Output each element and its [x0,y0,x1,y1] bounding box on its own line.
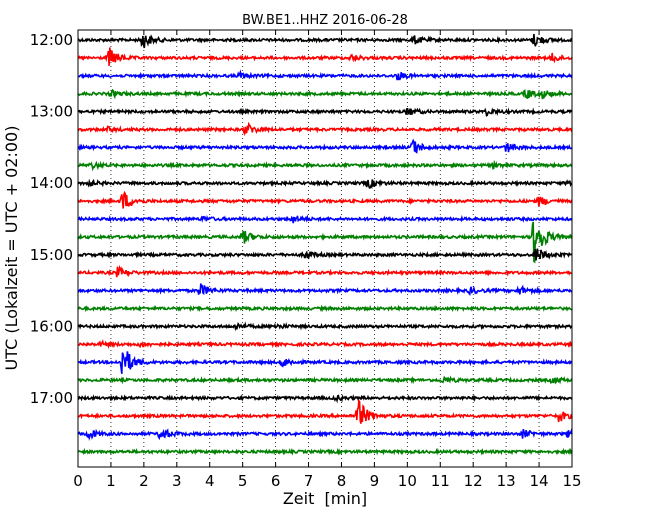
x-tick-label: 13 [497,472,516,490]
plot-frame [77,29,573,468]
seismic-trace [77,69,573,81]
seismic-traces [77,33,573,456]
seismic-trace [77,398,573,424]
x-tick-label: 0 [73,472,83,490]
x-tick-label: 9 [370,472,380,490]
seismic-trace [77,351,573,374]
x-tick-label: 5 [238,472,248,490]
seismic-trace [77,107,573,117]
seismic-trace [77,178,573,190]
y-tick-label: 12:00 [30,31,73,49]
x-tick-label: 12 [464,472,483,490]
seismic-trace [77,190,573,209]
x-axis-label: Zeit [min] [283,489,367,508]
y-tick-label: 16:00 [30,317,73,335]
x-tick-label: 1 [106,472,116,490]
seismic-trace [77,283,573,296]
x-tick-label: 10 [398,472,417,490]
seismic-trace [77,248,573,261]
seismic-trace [77,47,573,66]
seismic-trace [77,447,573,456]
x-tick-label: 2 [139,472,149,490]
seismic-trace [77,33,573,49]
x-tick-label: 7 [304,472,314,490]
vertical-grid [110,30,540,467]
x-tick-label: 14 [530,472,549,490]
seismic-trace [77,428,573,442]
x-tick-label: 6 [271,472,281,490]
y-axis-label: UTC (Lokalzeit = UTC + 02:00) [2,126,21,371]
seismic-trace [77,375,573,385]
seismic-trace [77,321,573,332]
y-tick-label: 13:00 [30,103,73,121]
seismic-trace [77,214,573,224]
seismic-trace [77,138,573,154]
seismic-trace [77,88,573,100]
x-tick-label: 8 [337,472,347,490]
seismic-trace [77,264,573,278]
y-tick-label: 14:00 [30,174,73,192]
x-tick-label: 3 [172,472,182,490]
seismic-trace [77,304,572,313]
x-tick-label: 15 [562,472,581,490]
seismic-trace [77,121,573,137]
seismic-trace [77,221,573,264]
x-tick-label: 11 [431,472,450,490]
y-axis-ticks: 12:00 13:00 14:00 15:00 16:00 17:00 [30,31,572,407]
y-tick-label: 15:00 [30,246,73,264]
seismic-trace [77,393,573,404]
x-tick-label: 4 [205,472,215,490]
y-tick-label: 17:00 [30,389,73,407]
seismic-trace [77,159,573,172]
chart-title: BW.BE1..HHZ 2016-06-28 [242,13,408,28]
x-axis-ticks: 0 1 2 3 4 5 6 7 8 9 10 11 12 13 14 15 [73,30,582,490]
seismic-trace [77,339,573,350]
